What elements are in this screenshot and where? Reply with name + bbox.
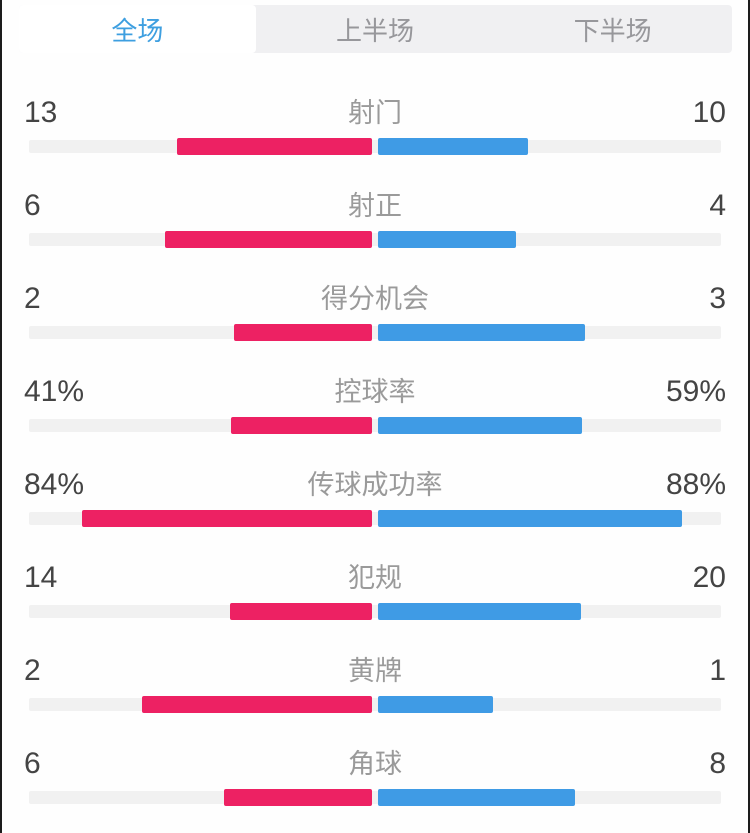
tab-first-half-label: 上半场 <box>336 15 415 46</box>
stat-label: 犯规 <box>348 563 402 593</box>
bar-track <box>29 419 721 432</box>
stat-row: 41% 控球率 59% <box>2 377 748 434</box>
home-bar <box>165 231 372 248</box>
tab-first-half[interactable]: 上半场 <box>256 5 494 53</box>
tab-second-half-label: 下半场 <box>573 15 652 46</box>
home-value: 84% <box>24 468 85 501</box>
stat-label: 黄牌 <box>348 656 402 686</box>
stat-line: 6 角球 8 <box>2 747 748 780</box>
stat-line: 2 黄牌 1 <box>2 654 748 687</box>
away-bar <box>378 324 585 341</box>
stat-line: 6 射正 4 <box>2 189 748 222</box>
bar-track <box>29 233 721 246</box>
stat-label: 角球 <box>348 749 402 779</box>
away-value: 8 <box>709 747 726 780</box>
stat-row: 13 射门 10 <box>2 98 748 155</box>
stat-row: 2 得分机会 3 <box>2 284 748 341</box>
tab-second-half[interactable]: 下半场 <box>494 5 732 53</box>
home-value: 14 <box>24 561 58 594</box>
away-value: 4 <box>709 189 726 222</box>
bar-track <box>29 326 721 339</box>
stat-bar <box>29 696 721 713</box>
stat-bar <box>29 324 721 341</box>
home-bar <box>142 696 372 713</box>
away-value: 10 <box>692 96 726 129</box>
home-bar <box>224 789 372 806</box>
away-bar <box>378 138 528 155</box>
stat-label: 得分机会 <box>321 284 429 314</box>
home-value: 41% <box>24 375 85 408</box>
stat-label: 传球成功率 <box>307 470 443 500</box>
stat-bar <box>29 510 721 527</box>
home-bar <box>82 510 372 527</box>
stat-line: 41% 控球率 59% <box>2 375 748 408</box>
home-value: 6 <box>24 747 41 780</box>
stat-line: 84% 传球成功率 88% <box>2 468 748 501</box>
stat-bar <box>29 603 721 620</box>
stat-bar <box>29 231 721 248</box>
bar-track <box>29 698 721 711</box>
stat-label: 控球率 <box>334 377 416 407</box>
stat-line: 2 得分机会 3 <box>2 282 748 315</box>
away-bar <box>378 696 493 713</box>
home-value: 2 <box>24 654 41 687</box>
stat-bar <box>29 138 721 155</box>
stat-row: 14 犯规 20 <box>2 563 748 620</box>
home-bar <box>231 417 372 434</box>
period-tabs: 全场 上半场 下半场 <box>18 5 732 53</box>
away-bar <box>378 510 682 527</box>
away-value: 1 <box>709 654 726 687</box>
stat-bar <box>29 789 721 806</box>
bar-track <box>29 140 721 153</box>
away-value: 3 <box>709 282 726 315</box>
away-bar <box>378 603 581 620</box>
away-value: 20 <box>692 561 726 594</box>
home-bar <box>230 603 372 620</box>
stat-line: 13 射门 10 <box>2 96 748 129</box>
away-bar <box>378 417 582 434</box>
stat-label: 射正 <box>348 191 402 221</box>
stat-row: 2 黄牌 1 <box>2 656 748 713</box>
stat-row: 6 角球 8 <box>2 749 748 806</box>
home-bar <box>234 324 372 341</box>
tab-full-match-label: 全场 <box>111 15 164 46</box>
bar-track <box>29 791 721 804</box>
stat-row: 84% 传球成功率 88% <box>2 470 748 527</box>
stat-line: 14 犯规 20 <box>2 561 748 594</box>
bar-track <box>29 605 721 618</box>
home-value: 6 <box>24 189 41 222</box>
away-value: 88% <box>665 468 726 501</box>
away-bar <box>378 789 575 806</box>
stat-label: 射门 <box>348 98 402 128</box>
home-bar <box>177 138 372 155</box>
stat-bar <box>29 417 721 434</box>
away-value: 59% <box>665 375 726 408</box>
home-value: 13 <box>24 96 58 129</box>
stat-row: 6 射正 4 <box>2 191 748 248</box>
stats-list: 13 射门 10 6 射正 4 2 得分机会 3 <box>2 98 748 806</box>
away-bar <box>378 231 516 248</box>
home-value: 2 <box>24 282 41 315</box>
tab-full-match[interactable]: 全场 <box>18 5 257 53</box>
